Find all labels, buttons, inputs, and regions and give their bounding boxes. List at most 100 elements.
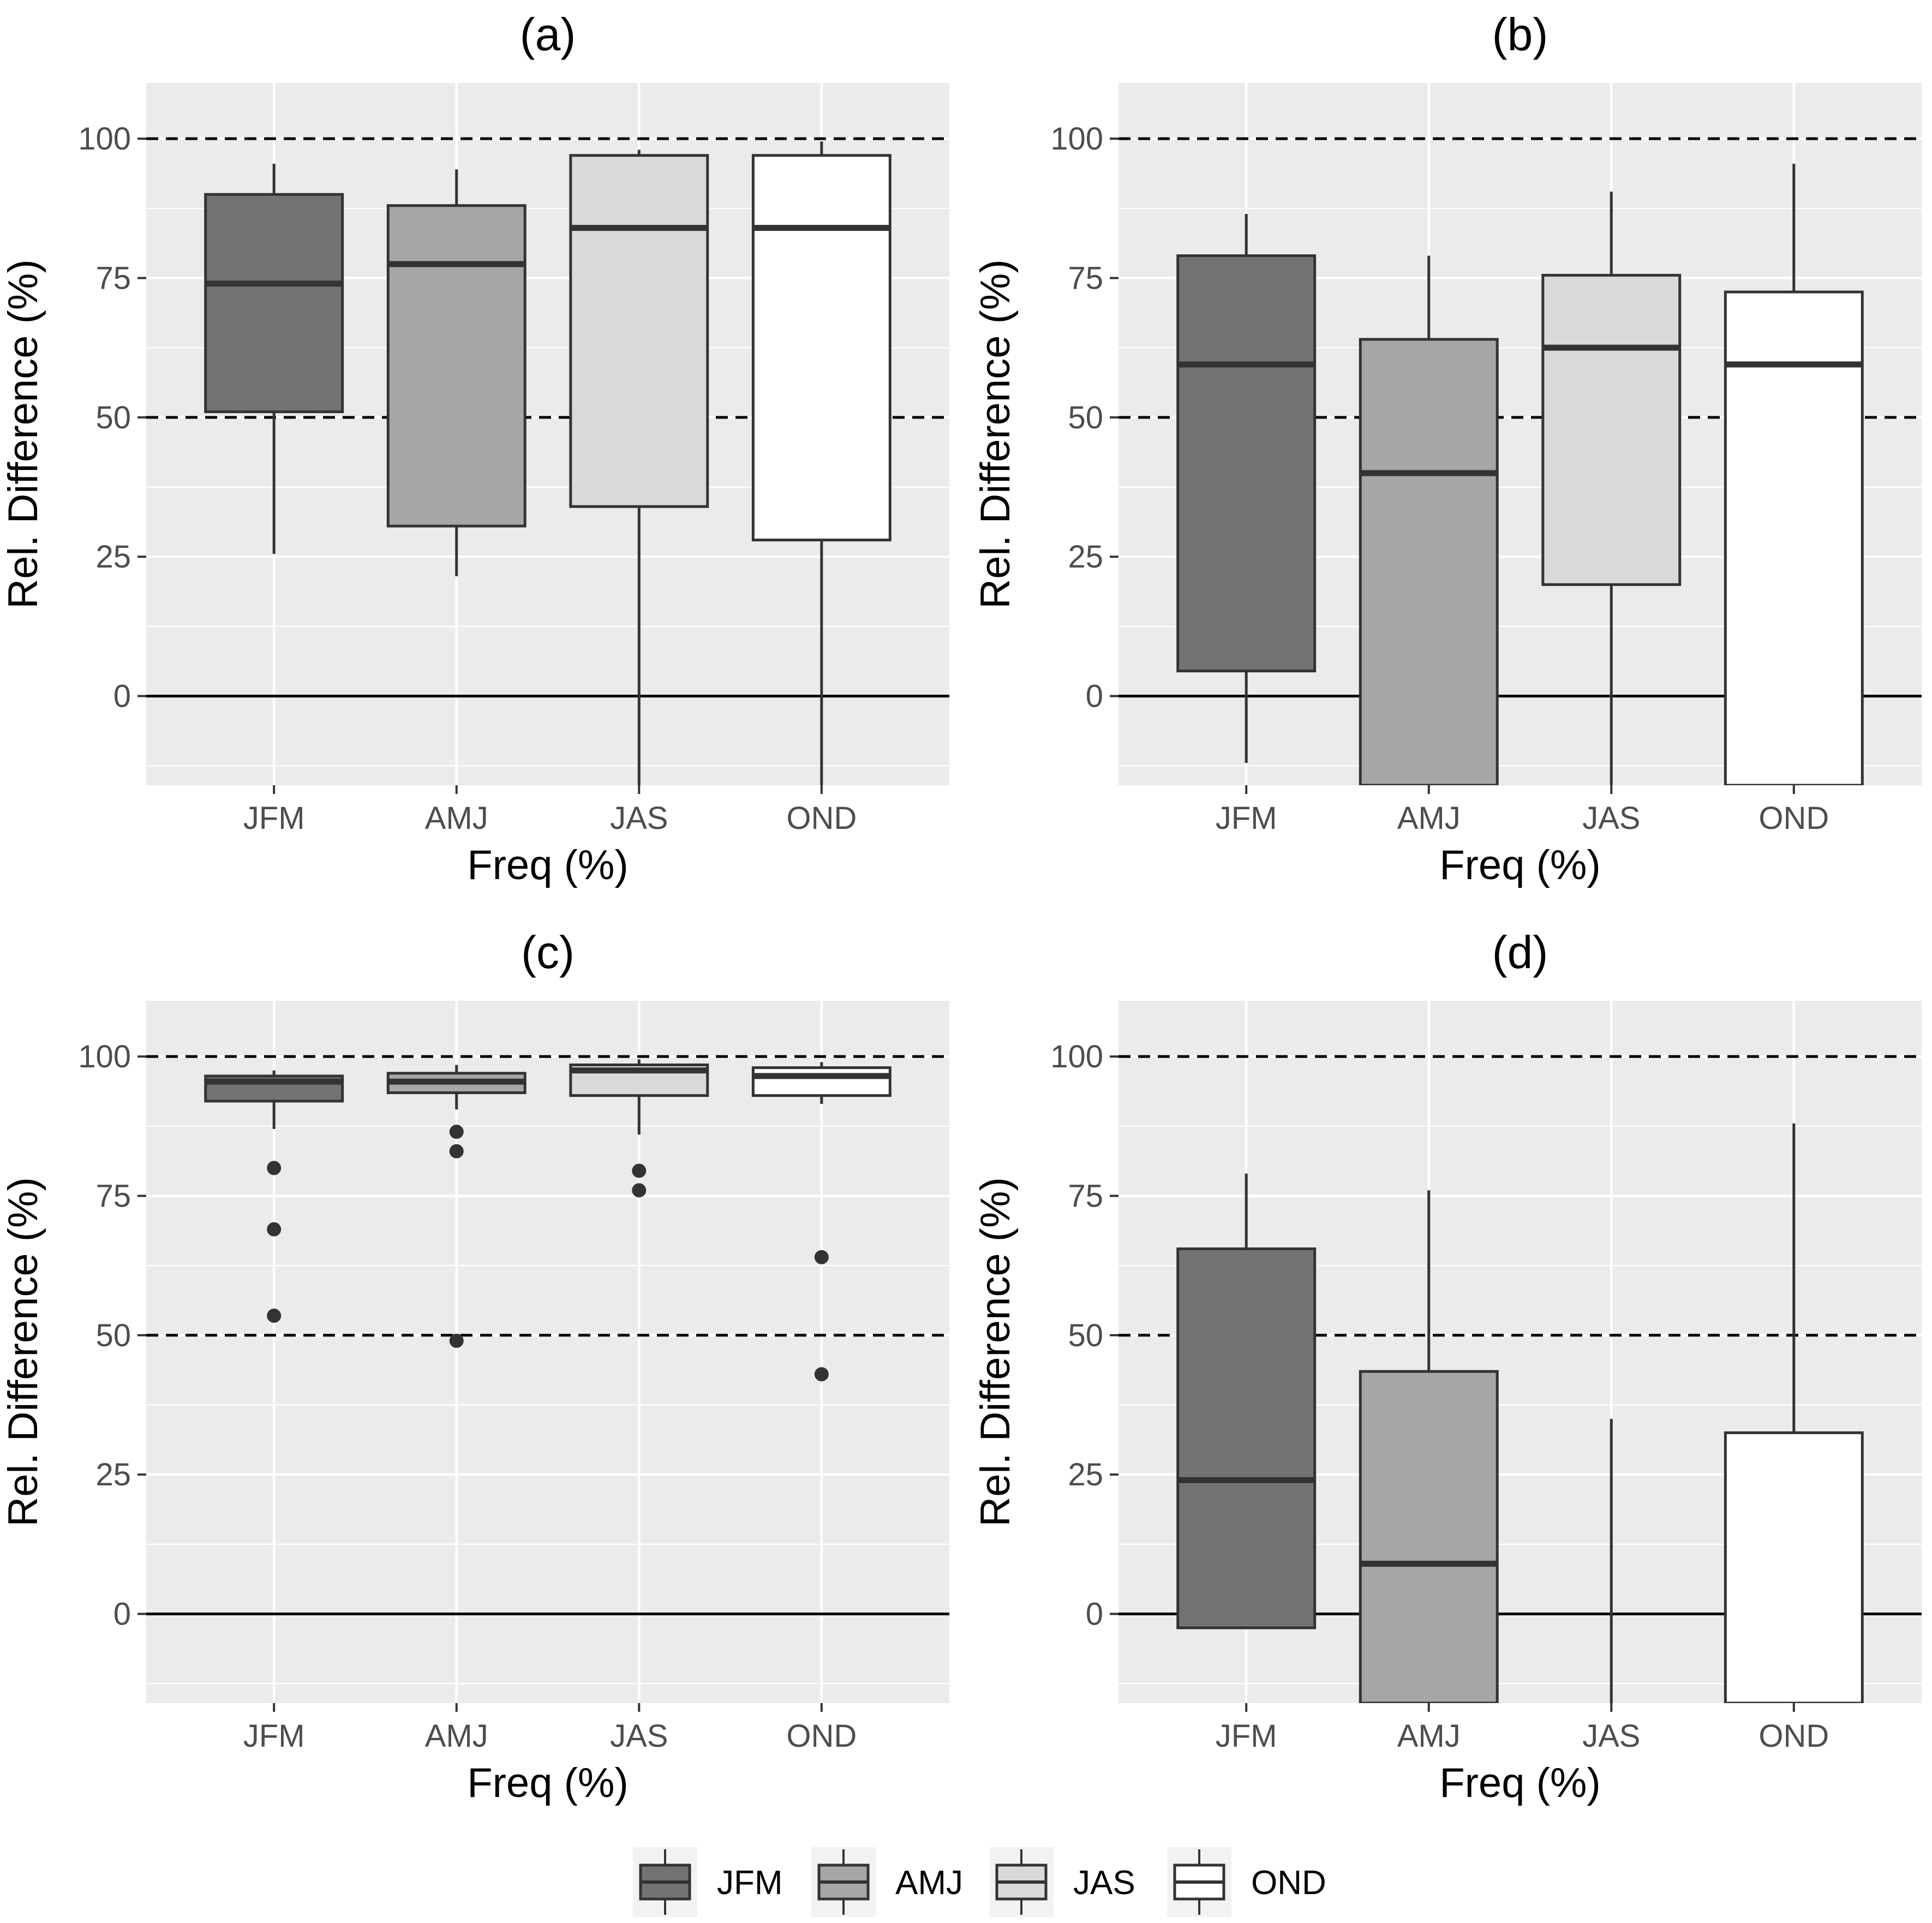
x-tick-label: JFM	[1216, 801, 1277, 836]
outlier-point	[632, 1163, 647, 1178]
box-body	[569, 154, 709, 508]
x-tick-label: JAS	[1582, 801, 1640, 836]
y-tick-label: 0	[113, 1597, 131, 1632]
box-body	[1724, 1431, 1864, 1703]
y-axis-title: Rel. Difference (%)	[972, 259, 1019, 609]
x-tick-label: OND	[786, 1718, 857, 1754]
y-tick-label: 75	[95, 1179, 131, 1214]
x-axis-title: Freq (%)	[1439, 1760, 1601, 1806]
legend-item-jas: JAS	[989, 1847, 1135, 1917]
x-tick-label: OND	[1758, 801, 1829, 836]
outlier-point	[267, 1222, 282, 1237]
x-tick-label: JAS	[610, 801, 668, 836]
box-jfm	[204, 164, 344, 554]
y-tick-label: 100	[78, 1039, 131, 1074]
x-tick-label: AMJ	[425, 801, 488, 836]
outlier-point	[267, 1161, 282, 1175]
boxplot-series	[204, 141, 892, 785]
x-axis-title: Freq (%)	[467, 1760, 629, 1806]
box-amj	[1359, 1190, 1499, 1703]
x-tick-label: OND	[786, 801, 857, 836]
y-axis-title: Rel. Difference (%)	[0, 259, 46, 609]
box-body	[204, 193, 344, 414]
legend-item-amj: AMJ	[811, 1847, 963, 1917]
box-ond	[1724, 1123, 1864, 1703]
y-tick-label: 0	[1086, 679, 1103, 714]
y-tick-label: 50	[1068, 400, 1103, 435]
y-tick-label: 25	[95, 1457, 131, 1492]
y-tick-label: 50	[95, 400, 131, 435]
legend-label: AMJ	[895, 1864, 963, 1902]
box-amj	[386, 169, 527, 576]
y-axis-title: Rel. Difference (%)	[972, 1177, 1019, 1527]
legend-item-ond: OND	[1167, 1847, 1326, 1917]
box-body	[1359, 1370, 1499, 1703]
panel-title: (d)	[1492, 927, 1548, 978]
box-body	[1176, 254, 1317, 673]
x-axis-title: Freq (%)	[467, 842, 629, 888]
box-jas	[569, 150, 709, 785]
x-tick-label: AMJ	[1397, 1718, 1461, 1754]
y-tick-label: 100	[1050, 1039, 1103, 1074]
legend-item-jfm: JFM	[633, 1847, 783, 1917]
legend: JFM AMJ JAS OND	[633, 1847, 1326, 1917]
box-body	[386, 204, 527, 528]
outlier-point	[814, 1250, 829, 1264]
panel-d: 0 25 50 75 100 JFM AMJ JAS OND (d) Freq (%) Rel. Di…	[972, 927, 1922, 1806]
box-jfm	[1176, 214, 1317, 763]
y-tick-label: 50	[1068, 1318, 1103, 1353]
box-jas	[569, 1059, 709, 1198]
x-tick-label: AMJ	[1397, 801, 1461, 836]
x-tick-label: OND	[1758, 1718, 1829, 1754]
box-ond	[1724, 164, 1864, 785]
y-tick-label: 75	[1068, 261, 1103, 296]
legend-label: OND	[1251, 1864, 1326, 1902]
y-tick-label: 25	[1068, 1457, 1103, 1492]
panel-c: 0 25 50 75 100 JFM AMJ JAS OND (c) Freq (%) Rel. Di…	[0, 927, 949, 1806]
box-body	[1176, 1247, 1317, 1629]
x-tick-label: AMJ	[425, 1718, 488, 1754]
y-tick-label: 75	[1068, 1179, 1103, 1214]
y-tick-label: 25	[95, 539, 131, 575]
panel-title: (a)	[520, 9, 576, 60]
box-ond	[751, 1062, 892, 1382]
panel-b: 0 25 50 75 100 JFM AMJ JAS OND (b) Freq (%) Rel. Di…	[972, 9, 1922, 888]
y-tick-label: 100	[78, 121, 131, 157]
box-ond	[751, 141, 892, 785]
boxplot-series	[1176, 1123, 1864, 1703]
boxplot-series	[204, 1059, 892, 1382]
box-jfm	[204, 1070, 344, 1323]
panel-title: (c)	[521, 927, 575, 978]
panel-title: (b)	[1492, 9, 1548, 60]
y-axis-title: Rel. Difference (%)	[0, 1177, 46, 1527]
outlier-point	[449, 1334, 464, 1348]
y-tick-label: 25	[1068, 539, 1103, 575]
y-tick-label: 0	[1086, 1597, 1103, 1632]
x-tick-label: JAS	[610, 1718, 668, 1754]
box-body	[1724, 290, 1864, 785]
y-tick-label: 0	[113, 679, 131, 714]
outlier-point	[449, 1144, 464, 1158]
box-amj	[1359, 255, 1499, 785]
x-axis-title: Freq (%)	[1439, 842, 1601, 888]
box-jfm	[1176, 1173, 1317, 1629]
y-tick-label: 100	[1050, 121, 1103, 157]
box-body	[751, 1066, 892, 1097]
box-body	[751, 154, 892, 542]
panel-a: 0 25 50 75 100 JFM AMJ JAS OND (a) Freq (%) Rel. Di…	[0, 9, 949, 888]
x-tick-label: JFM	[243, 1718, 305, 1754]
x-tick-label: JAS	[1582, 1718, 1640, 1754]
y-tick-label: 50	[95, 1318, 131, 1353]
legend-label: JAS	[1073, 1864, 1135, 1902]
outlier-point	[449, 1125, 464, 1139]
boxplot-series	[1176, 164, 1864, 785]
y-tick-label: 75	[95, 261, 131, 296]
legend-label: JFM	[717, 1864, 783, 1902]
box-body	[1359, 338, 1499, 785]
box-body	[1541, 273, 1682, 586]
outlier-point	[267, 1309, 282, 1323]
plot-background	[146, 1001, 949, 1703]
outlier-point	[632, 1183, 647, 1198]
box-jas	[1541, 192, 1682, 785]
